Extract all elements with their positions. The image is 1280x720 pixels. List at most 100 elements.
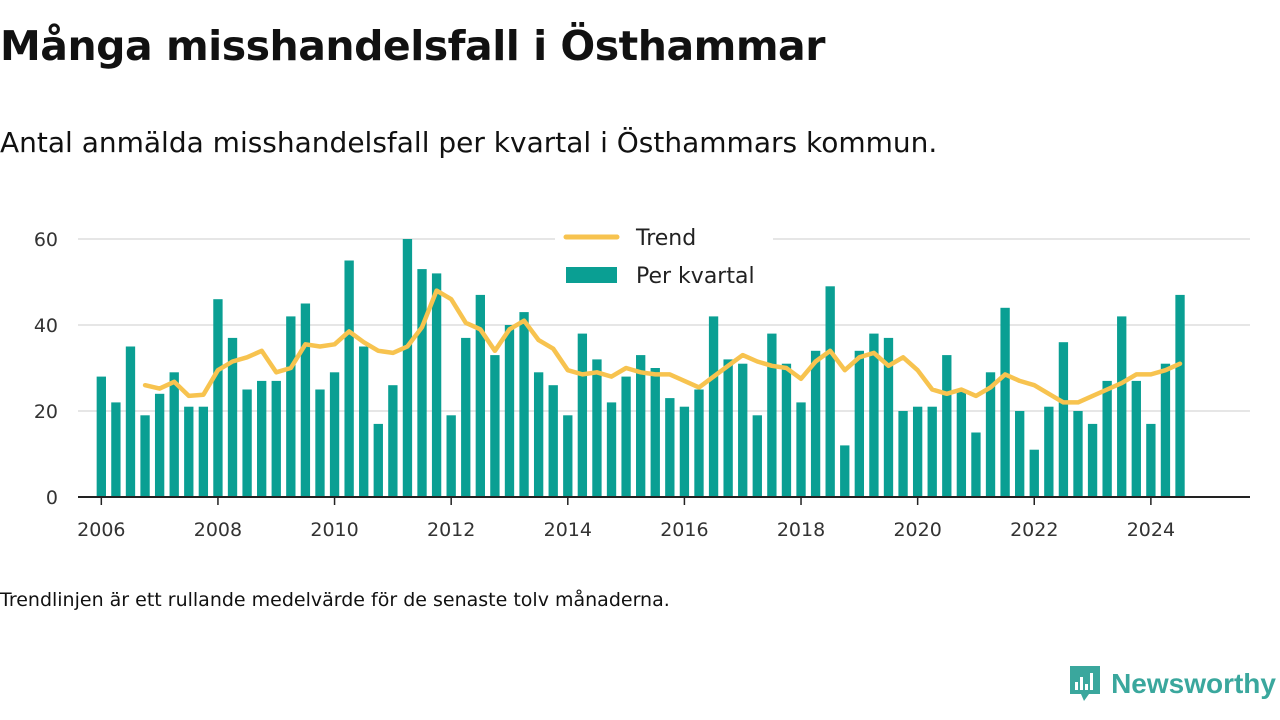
bar xyxy=(752,415,762,497)
bar xyxy=(242,389,252,497)
bar xyxy=(548,385,558,497)
bar xyxy=(227,337,238,497)
bar xyxy=(154,393,165,497)
y-tick-label: 0 xyxy=(46,487,58,509)
bar xyxy=(271,380,281,497)
bar xyxy=(1015,411,1025,497)
bar xyxy=(956,389,967,497)
bar xyxy=(985,372,996,497)
bar xyxy=(840,445,850,497)
bar xyxy=(636,355,646,497)
bar xyxy=(563,415,573,497)
x-tick-label: 2022 xyxy=(1010,519,1058,541)
bar xyxy=(431,273,442,497)
x-tick-label: 2008 xyxy=(194,519,242,541)
x-tick-label: 2024 xyxy=(1127,519,1175,541)
bar xyxy=(577,333,588,497)
bar xyxy=(767,333,777,497)
bar xyxy=(169,372,179,497)
bar xyxy=(869,333,879,497)
page-title: Många misshandelsfall i Östhammar xyxy=(0,22,825,70)
bar xyxy=(1146,423,1156,497)
bar xyxy=(898,411,908,497)
x-axis: 2006 2008 2010 2012 2014 2016 2018 2020 2022 2024 xyxy=(77,496,1250,541)
bar xyxy=(184,406,194,497)
bar xyxy=(286,316,296,497)
bar xyxy=(519,312,529,497)
bar xyxy=(883,337,894,497)
bar xyxy=(359,346,369,497)
bar xyxy=(854,350,864,497)
bar xyxy=(621,376,631,497)
y-tick-label: 60 xyxy=(34,229,58,251)
chat-chart-icon xyxy=(1070,666,1101,701)
x-tick-label: 2006 xyxy=(77,519,125,541)
bar xyxy=(781,363,792,497)
chart: 0 20 40 60 2006 2008 2010 2012 2014 2016 2018 2020… xyxy=(34,222,1250,541)
bar xyxy=(373,423,383,497)
bar xyxy=(388,385,398,497)
bar xyxy=(694,389,704,497)
bar xyxy=(1073,411,1083,497)
bar xyxy=(1117,316,1127,497)
bar xyxy=(198,406,209,497)
x-tick-label: 2016 xyxy=(660,519,708,541)
bar xyxy=(810,350,821,497)
legend: Trend Per kvartal xyxy=(555,222,773,294)
y-axis: 0 20 40 60 xyxy=(34,229,58,509)
bar xyxy=(344,260,354,497)
bar xyxy=(927,406,937,497)
bar xyxy=(125,346,136,497)
bar xyxy=(912,406,923,497)
trend-line xyxy=(142,288,1183,405)
x-tick-label: 2012 xyxy=(427,519,475,541)
bar xyxy=(1058,342,1069,497)
y-tick-label: 40 xyxy=(34,315,58,337)
bar xyxy=(1175,294,1185,497)
bar xyxy=(1102,380,1112,497)
y-tick-label: 20 xyxy=(34,401,58,423)
bar xyxy=(329,372,340,497)
bar xyxy=(1029,449,1039,497)
bar xyxy=(708,316,719,497)
bar xyxy=(446,415,456,497)
bar xyxy=(111,402,121,497)
bar xyxy=(1131,380,1141,497)
x-tick-label: 2020 xyxy=(893,519,941,541)
legend-bar-label: Per kvartal xyxy=(636,264,755,289)
bar xyxy=(738,363,748,497)
bar xyxy=(1044,406,1054,497)
bar xyxy=(942,355,952,497)
bar xyxy=(533,372,544,497)
bar xyxy=(1000,307,1010,497)
bar xyxy=(300,303,311,497)
bar xyxy=(213,299,223,497)
bar xyxy=(461,337,471,497)
bar xyxy=(257,380,267,497)
bar xyxy=(650,368,660,497)
bar xyxy=(417,269,427,497)
bar xyxy=(1160,363,1171,497)
legend-trend-label: Trend xyxy=(635,226,696,251)
bar xyxy=(825,286,835,497)
bar xyxy=(679,406,690,497)
legend-bar-swatch xyxy=(566,267,617,283)
bar-series xyxy=(96,239,1185,497)
bar xyxy=(723,359,733,497)
bar xyxy=(592,359,602,497)
page-subtitle: Antal anmälda misshandelsfall per kvarta… xyxy=(0,126,938,159)
x-tick-label: 2018 xyxy=(777,519,825,541)
bar xyxy=(475,294,485,497)
bar xyxy=(796,402,806,497)
brand-name: Newsworthy xyxy=(1111,668,1276,699)
bar xyxy=(140,415,150,497)
x-tick-label: 2014 xyxy=(544,519,592,541)
brand-logo[interactable]: Newsworthy xyxy=(1067,664,1276,704)
bar xyxy=(971,432,981,497)
bar xyxy=(606,402,617,497)
bar xyxy=(1087,423,1098,497)
bar xyxy=(96,376,106,497)
bar xyxy=(402,239,413,497)
bar xyxy=(490,355,500,497)
bar xyxy=(504,325,515,497)
